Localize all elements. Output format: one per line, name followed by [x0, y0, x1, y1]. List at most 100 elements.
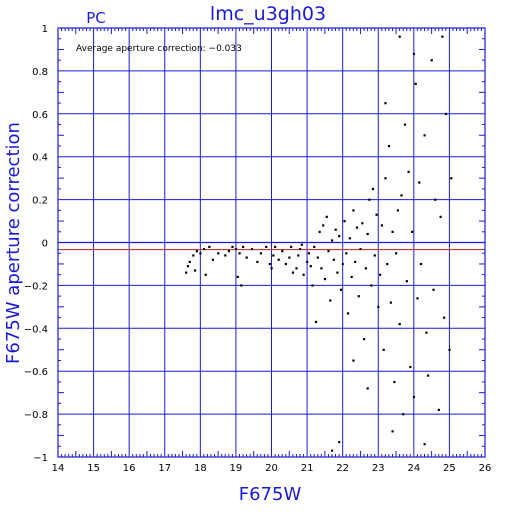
x-tick-label: 16: [123, 463, 136, 474]
data-point: [398, 323, 401, 326]
data-point: [439, 215, 442, 218]
data-point: [272, 254, 275, 257]
data-point: [405, 280, 408, 283]
average-annotation: Average aperture correction: −0.033: [76, 44, 242, 54]
x-tick-label: 18: [194, 463, 207, 474]
data-points: [185, 35, 453, 452]
data-point: [274, 245, 277, 248]
data-point: [316, 256, 319, 259]
data-point: [423, 134, 426, 137]
data-point: [407, 170, 410, 173]
data-point: [377, 305, 380, 309]
data-point: [309, 265, 312, 268]
y-tick-label: 0: [42, 239, 48, 250]
data-point: [240, 284, 243, 287]
x-tick-label: 24: [407, 463, 420, 474]
chart-title: lmc_u3gh03: [210, 3, 326, 25]
data-point: [430, 59, 433, 62]
data-point: [185, 271, 188, 274]
x-tick-label: 25: [443, 463, 456, 474]
data-point: [366, 387, 369, 390]
data-point: [380, 224, 384, 227]
data-point: [256, 260, 259, 264]
data-point: [298, 247, 302, 251]
data-point: [395, 252, 398, 255]
data-point: [217, 252, 220, 255]
data-point: [386, 262, 389, 266]
data-point: [361, 222, 364, 225]
data-point: [327, 250, 330, 253]
data-point: [443, 316, 446, 319]
data-point: [199, 252, 202, 255]
data-point: [265, 245, 268, 248]
x-tick-label: 17: [158, 463, 171, 474]
data-point: [370, 284, 373, 287]
data-point: [427, 374, 430, 377]
data-point: [297, 254, 300, 257]
data-point: [322, 224, 325, 227]
data-point: [284, 262, 287, 266]
y-tick-label: 0.2: [32, 196, 48, 207]
data-point: [307, 252, 311, 255]
data-point: [375, 213, 378, 216]
data-point: [227, 250, 230, 253]
data-point: [224, 254, 227, 257]
tick-marks: [58, 28, 485, 457]
data-point: [325, 215, 328, 218]
data-point: [396, 209, 400, 212]
data-point: [238, 252, 241, 255]
data-point: [350, 275, 353, 279]
data-point: [234, 247, 238, 251]
data-point: [291, 271, 295, 274]
data-point: [434, 198, 437, 201]
x-tick-label: 22: [336, 463, 349, 474]
data-point: [314, 320, 318, 324]
data-point: [323, 277, 327, 281]
data-point: [441, 35, 444, 38]
data-point: [338, 235, 341, 238]
data-point: [423, 443, 426, 446]
data-point: [270, 267, 273, 270]
data-point: [352, 209, 355, 212]
data-point: [412, 52, 416, 55]
data-point: [411, 230, 414, 233]
data-point: [329, 299, 332, 302]
data-point: [338, 440, 341, 444]
data-point: [373, 254, 376, 257]
data-point: [437, 408, 440, 412]
data-point: [341, 262, 344, 266]
data-point: [448, 348, 451, 351]
y-tick-label: −1: [33, 453, 48, 464]
data-point: [345, 252, 348, 255]
data-point: [211, 258, 214, 261]
data-point: [208, 245, 211, 248]
data-point: [416, 297, 419, 300]
x-tick-label: 26: [479, 463, 492, 474]
data-point: [202, 247, 206, 251]
data-point: [432, 288, 435, 291]
data-point: [343, 220, 346, 223]
data-point: [412, 395, 416, 399]
data-point: [306, 260, 309, 264]
data-point: [330, 449, 334, 452]
y-tick-label: −0.4: [24, 324, 48, 335]
x-tick-label: 20: [265, 463, 278, 474]
data-point: [339, 288, 343, 291]
data-point: [359, 247, 362, 251]
reference-lines: [58, 241, 485, 251]
data-point: [418, 181, 421, 184]
data-point: [250, 247, 254, 251]
data-point: [419, 262, 423, 266]
data-point: [281, 250, 284, 253]
data-point: [295, 267, 298, 270]
data-point: [348, 237, 351, 240]
x-tick-label: 14: [52, 463, 65, 474]
data-point: [302, 273, 305, 276]
data-point: [193, 269, 197, 272]
data-point: [368, 198, 371, 201]
y-tick-label: 0.6: [32, 110, 48, 121]
y-axis-label: F675W aperture correction: [3, 122, 24, 364]
data-point: [444, 112, 448, 115]
data-point: [400, 194, 403, 197]
data-point: [334, 228, 337, 231]
